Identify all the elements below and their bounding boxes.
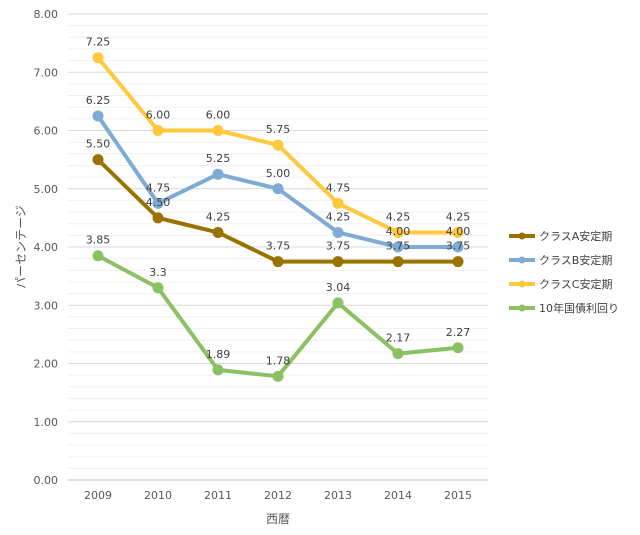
series-4 bbox=[92, 250, 464, 382]
data-point bbox=[272, 370, 284, 382]
data-point bbox=[152, 125, 164, 136]
data-label: 6.25 bbox=[86, 94, 111, 107]
x-tick-label: 2010 bbox=[144, 489, 172, 502]
data-label: 4.75 bbox=[326, 181, 351, 194]
data-point bbox=[152, 282, 164, 294]
y-tick-label: 3.00 bbox=[34, 299, 59, 312]
data-label: 4.00 bbox=[386, 225, 411, 238]
data-label: 4.25 bbox=[446, 210, 471, 223]
data-label: 3.75 bbox=[326, 240, 351, 253]
data-point bbox=[392, 348, 404, 360]
data-point bbox=[452, 226, 464, 238]
legend-label: 10年国債利回り bbox=[539, 301, 619, 315]
data-point bbox=[452, 241, 464, 253]
legend-item: クラスC安定期 bbox=[509, 277, 612, 291]
data-label: 4.25 bbox=[326, 210, 351, 223]
y-tick-label: 7.00 bbox=[34, 66, 59, 79]
data-point bbox=[92, 154, 104, 166]
x-tick-label: 2012 bbox=[264, 489, 292, 502]
data-label: 7.25 bbox=[86, 36, 111, 49]
data-point bbox=[332, 197, 344, 209]
data-label: 2.17 bbox=[386, 332, 411, 345]
data-point bbox=[272, 256, 284, 268]
legend-item: クラスA安定期 bbox=[509, 229, 612, 243]
data-label: 5.75 bbox=[266, 123, 291, 136]
legend-item: クラスB安定期 bbox=[509, 253, 612, 267]
data-point bbox=[272, 183, 284, 195]
series-3 bbox=[92, 52, 464, 238]
legend-marker bbox=[518, 304, 526, 312]
data-point bbox=[332, 256, 344, 268]
data-label: 6.00 bbox=[146, 109, 171, 122]
y-tick-label: 2.00 bbox=[34, 358, 59, 371]
data-labels-group: 5.50 4.50 4.25 3.75 3.75 3.75 3.75 6.25 4.75 5.25… bbox=[86, 36, 471, 368]
data-point bbox=[212, 364, 224, 376]
legend-label: クラスB安定期 bbox=[539, 253, 612, 267]
data-point bbox=[152, 212, 164, 224]
data-point bbox=[452, 342, 464, 354]
series-2 bbox=[92, 110, 464, 253]
data-point bbox=[452, 256, 464, 268]
data-label: 5.00 bbox=[266, 167, 291, 180]
data-label: 4.25 bbox=[206, 210, 231, 223]
data-point bbox=[272, 139, 284, 151]
y-tick-label: 6.00 bbox=[34, 125, 59, 138]
data-point bbox=[332, 297, 344, 309]
y-tick-label: 4.00 bbox=[34, 241, 59, 254]
x-axis-ticks: 2009 2010 2011 2012 2013 2014 2015 bbox=[84, 489, 472, 502]
y-tick-label: 1.00 bbox=[34, 416, 59, 429]
y-tick-label: 8.00 bbox=[34, 8, 59, 21]
legend-label: クラスA安定期 bbox=[539, 229, 612, 243]
series-group bbox=[92, 52, 464, 382]
x-tick-label: 2013 bbox=[324, 489, 352, 502]
data-label: 1.89 bbox=[206, 348, 231, 361]
data-point bbox=[212, 125, 224, 136]
data-point bbox=[92, 250, 104, 262]
data-label: 3.3 bbox=[149, 266, 167, 279]
data-point bbox=[392, 256, 404, 268]
data-label: 1.78 bbox=[266, 354, 291, 367]
data-label: 5.50 bbox=[86, 138, 111, 151]
data-point bbox=[332, 226, 344, 238]
data-label: 5.25 bbox=[206, 152, 231, 165]
x-tick-label: 2009 bbox=[84, 489, 112, 502]
data-label: 4.50 bbox=[146, 196, 171, 209]
y-tick-label: 5.00 bbox=[34, 183, 59, 196]
legend-marker bbox=[518, 256, 526, 264]
legend-marker bbox=[518, 280, 526, 288]
legend-marker bbox=[518, 232, 526, 240]
data-point bbox=[92, 110, 104, 122]
data-label: 3.75 bbox=[446, 240, 471, 253]
legend-label: クラスC安定期 bbox=[539, 277, 612, 291]
y-axis-title: パーセンテージ bbox=[14, 205, 28, 289]
x-tick-label: 2011 bbox=[204, 489, 232, 502]
y-tick-label: 0.00 bbox=[34, 474, 59, 487]
data-label: 2.27 bbox=[446, 326, 471, 339]
y-axis-ticks: 0.00 1.00 2.00 3.00 4.00 5.00 6.00 7.00 8.00 bbox=[34, 8, 59, 487]
data-label: 4.00 bbox=[446, 225, 471, 238]
data-label: 4.75 bbox=[146, 181, 171, 194]
data-point bbox=[152, 197, 164, 209]
data-label: 3.75 bbox=[386, 240, 411, 253]
x-tick-label: 2015 bbox=[444, 489, 472, 502]
legend-item: 10年国債利回り bbox=[509, 301, 619, 315]
x-axis-title: 西暦 bbox=[266, 512, 290, 526]
data-point bbox=[392, 226, 404, 238]
data-point bbox=[392, 241, 404, 253]
data-label: 3.75 bbox=[266, 240, 291, 253]
data-label: 3.85 bbox=[86, 234, 111, 247]
data-point bbox=[92, 52, 104, 64]
data-label: 3.04 bbox=[326, 281, 351, 294]
series-1 bbox=[92, 154, 464, 268]
data-point bbox=[212, 226, 224, 238]
data-label: 4.25 bbox=[386, 210, 411, 223]
x-tick-label: 2014 bbox=[384, 489, 412, 502]
data-point bbox=[212, 168, 224, 180]
data-label: 6.00 bbox=[206, 109, 231, 122]
